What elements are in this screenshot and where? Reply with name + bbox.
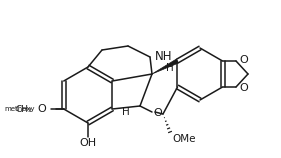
Text: NH: NH xyxy=(155,49,173,63)
Text: O: O xyxy=(239,55,248,65)
Text: H: H xyxy=(122,107,130,117)
Text: O: O xyxy=(239,83,248,93)
Text: O: O xyxy=(153,108,162,118)
Text: CH₃: CH₃ xyxy=(15,104,32,113)
Text: H: H xyxy=(166,63,174,73)
Text: OH: OH xyxy=(80,138,97,148)
Text: O: O xyxy=(37,104,46,114)
Text: methoxy: methoxy xyxy=(5,106,35,112)
Text: OMe: OMe xyxy=(172,134,196,144)
Polygon shape xyxy=(152,59,178,74)
